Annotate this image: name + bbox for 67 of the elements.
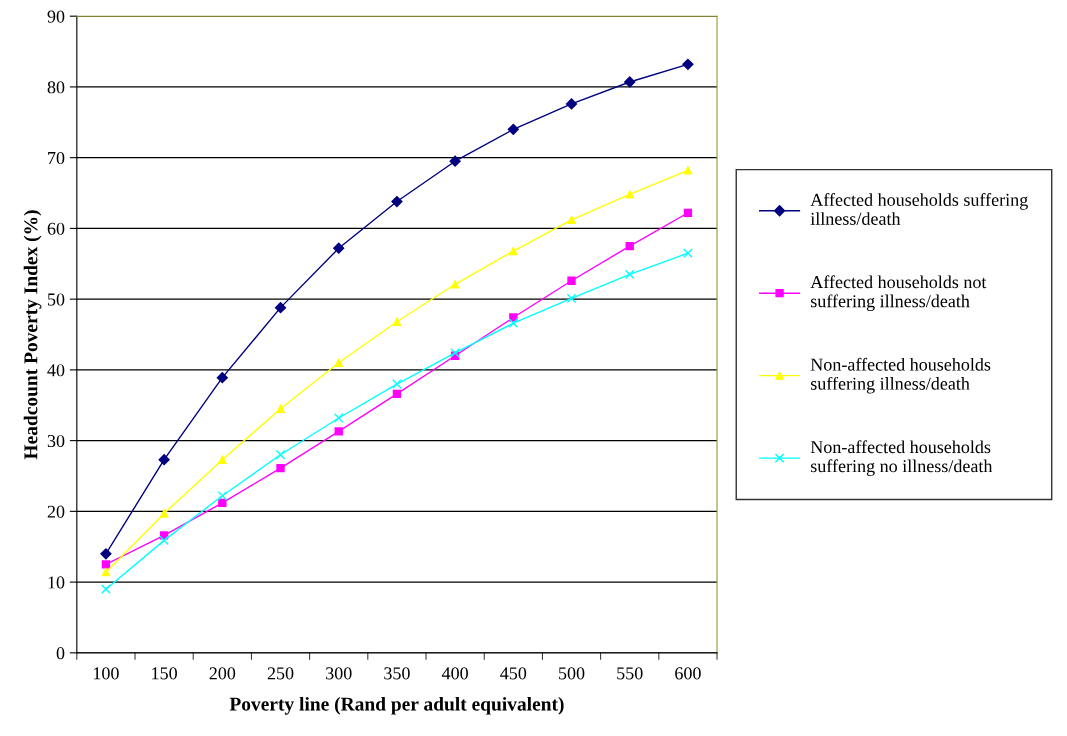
point (624, 76, 636, 88)
x-tick-label: 550 (617, 667, 643, 680)
point (567, 276, 576, 285)
point (158, 454, 170, 466)
y-tick-label: 30 (47, 434, 65, 448)
legend-label: Affected households not suffering illness/death (810, 275, 987, 312)
point (275, 449, 286, 460)
y-tick-label: 70 (48, 151, 65, 165)
point (159, 509, 169, 518)
x-tick-label: 200 (209, 667, 236, 680)
y-axis-title: Headcount Poverty Index (%) (23, 210, 42, 460)
y-tick-label: 90 (47, 10, 65, 23)
y-tick-label: 50 (48, 293, 65, 306)
point (624, 269, 635, 280)
point (391, 195, 403, 208)
y-tick-label: 10 (48, 576, 65, 589)
point (334, 427, 343, 436)
x-tick-label: 600 (675, 667, 701, 680)
point (509, 246, 518, 256)
point (217, 490, 228, 501)
point (276, 404, 285, 413)
point (392, 389, 402, 399)
point (567, 215, 576, 225)
point (682, 58, 694, 70)
point (216, 372, 228, 384)
x-tick-label: 450 (500, 667, 527, 680)
x-tick-label: 250 (267, 667, 294, 680)
point (159, 535, 169, 546)
point (276, 464, 285, 473)
x-tick-label: 500 (559, 667, 585, 680)
y-tick-label: 80 (47, 81, 65, 94)
point (566, 293, 577, 304)
point (508, 318, 519, 329)
x-tick-label: 100 (93, 667, 119, 680)
point (565, 98, 578, 110)
y-tick-label: 20 (47, 505, 65, 518)
point (333, 242, 345, 254)
point (333, 413, 344, 423)
legend-label: Affected households suffering illness/death (810, 193, 1028, 225)
x-tick-label: 150 (152, 667, 177, 680)
point (101, 560, 111, 569)
y-tick-label: 0 (56, 647, 65, 660)
x-tick-label: 400 (441, 667, 468, 680)
x-tick-label: 350 (384, 667, 410, 680)
point (683, 208, 693, 218)
point (100, 548, 112, 560)
point (101, 568, 111, 577)
point (683, 248, 693, 259)
x-axis-title: Poverty line (Rand per adult equivalent) (229, 696, 564, 715)
y-tick-label: 60 (47, 222, 65, 235)
legend-label: Non-affected households suffering illness/death (810, 357, 991, 394)
point (274, 302, 287, 314)
point (625, 241, 634, 251)
point (683, 166, 693, 175)
point (392, 379, 402, 389)
point (507, 123, 519, 135)
point (218, 455, 227, 464)
point (449, 155, 461, 167)
x-tick-label: 300 (326, 667, 352, 680)
point (334, 358, 343, 367)
point (392, 317, 402, 326)
point (218, 498, 227, 508)
legend-label: Non-affected households suffering no illness/death (810, 440, 993, 476)
y-tick-label: 40 (47, 364, 65, 377)
point (625, 190, 634, 199)
point (450, 280, 460, 289)
point (101, 584, 111, 595)
